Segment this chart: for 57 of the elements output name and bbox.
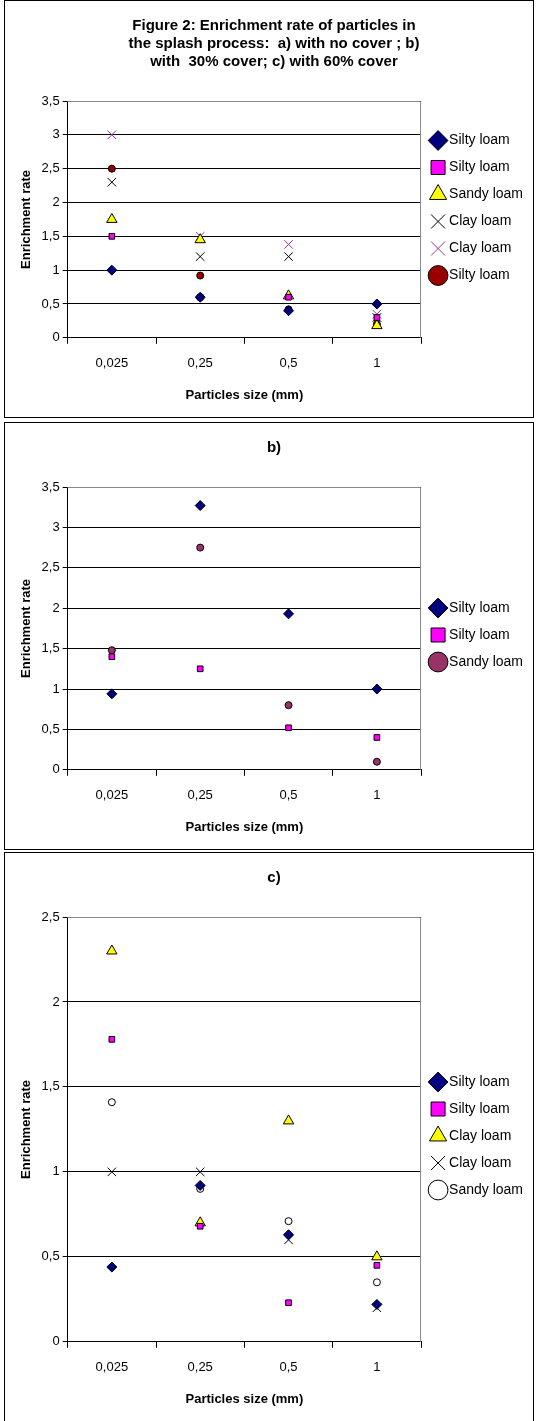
- legend-label: Clay loam: [449, 212, 512, 229]
- x-axis-title: Particles size (mm): [185, 386, 304, 402]
- y-tick-label: 3: [52, 518, 60, 534]
- legend-label: Clay loam: [449, 1126, 512, 1143]
- legend-label: Sandy loam: [449, 1180, 524, 1197]
- y-tick-label: 3,5: [41, 478, 60, 494]
- x-tick-label: 0,25: [187, 355, 213, 371]
- y-tick-label: 2: [52, 194, 60, 210]
- x-tick-label: 0,025: [95, 787, 129, 803]
- y-tick-label: 2,5: [41, 160, 60, 176]
- legend-label: Silty loam: [449, 625, 510, 642]
- chart-title: c): [267, 868, 281, 886]
- y-axis-title: Enrichment rate: [18, 169, 34, 269]
- legend-label: Silty loam: [449, 158, 510, 175]
- x-axis-title: Particles size (mm): [185, 818, 304, 834]
- y-tick-label: 0,5: [41, 720, 60, 736]
- x-tick-label: 0,25: [187, 787, 213, 803]
- x-tick-label: 0,025: [95, 1359, 129, 1375]
- x-axis-title: Particles size (mm): [185, 1390, 304, 1406]
- y-tick-label: 2: [52, 599, 60, 615]
- y-tick-label: 0,5: [41, 1248, 60, 1264]
- x-tick-label: 0,25: [187, 1359, 213, 1375]
- legend-label: Silty loam: [449, 1072, 510, 1089]
- y-tick-label: 1: [52, 1163, 60, 1179]
- y-tick-label: 2,5: [41, 908, 60, 924]
- x-tick-label: 0,5: [279, 355, 298, 371]
- legend-label: Clay loam: [449, 1153, 512, 1170]
- y-tick-label: 3,5: [41, 92, 60, 108]
- x-tick-label: 1: [373, 1359, 381, 1375]
- y-tick-label: 0: [52, 1333, 60, 1349]
- y-axis-title: Enrichment rate: [18, 1079, 34, 1179]
- x-tick-label: 0,025: [95, 355, 129, 371]
- chart-title: Figure 2: Enrichment rate of particles in the splash process: a) with no cover ; b) with 30% cover; c) with 60% cover: [128, 16, 420, 70]
- legend-label: Sandy loam: [449, 185, 524, 202]
- y-tick-label: 1: [52, 680, 60, 696]
- x-tick-label: 0,5: [279, 787, 298, 803]
- legend-label: Silty loam: [449, 1099, 510, 1116]
- legend-label: Silty loam: [449, 131, 510, 148]
- y-tick-label: 0,5: [41, 295, 60, 311]
- y-tick-label: 1,5: [41, 227, 60, 243]
- x-tick-label: 1: [373, 787, 381, 803]
- y-tick-label: 2: [52, 993, 60, 1009]
- legend-label: Sandy loam: [449, 652, 524, 669]
- y-tick-label: 0: [52, 761, 60, 777]
- y-tick-label: 0: [52, 329, 60, 345]
- legend-label: Silty loam: [449, 266, 510, 283]
- chart-title: b): [266, 438, 282, 456]
- y-tick-label: 1: [52, 261, 60, 277]
- legend-label: Silty loam: [449, 598, 510, 615]
- y-tick-label: 1,5: [41, 640, 60, 656]
- y-tick-label: 2,5: [41, 559, 60, 575]
- y-tick-label: 3: [52, 126, 60, 142]
- y-axis-title: Enrichment rate: [18, 578, 34, 678]
- x-tick-label: 1: [373, 355, 381, 371]
- legend-label: Clay loam: [449, 239, 512, 256]
- x-tick-label: 0,5: [279, 1359, 298, 1375]
- y-tick-label: 1,5: [41, 1078, 60, 1094]
